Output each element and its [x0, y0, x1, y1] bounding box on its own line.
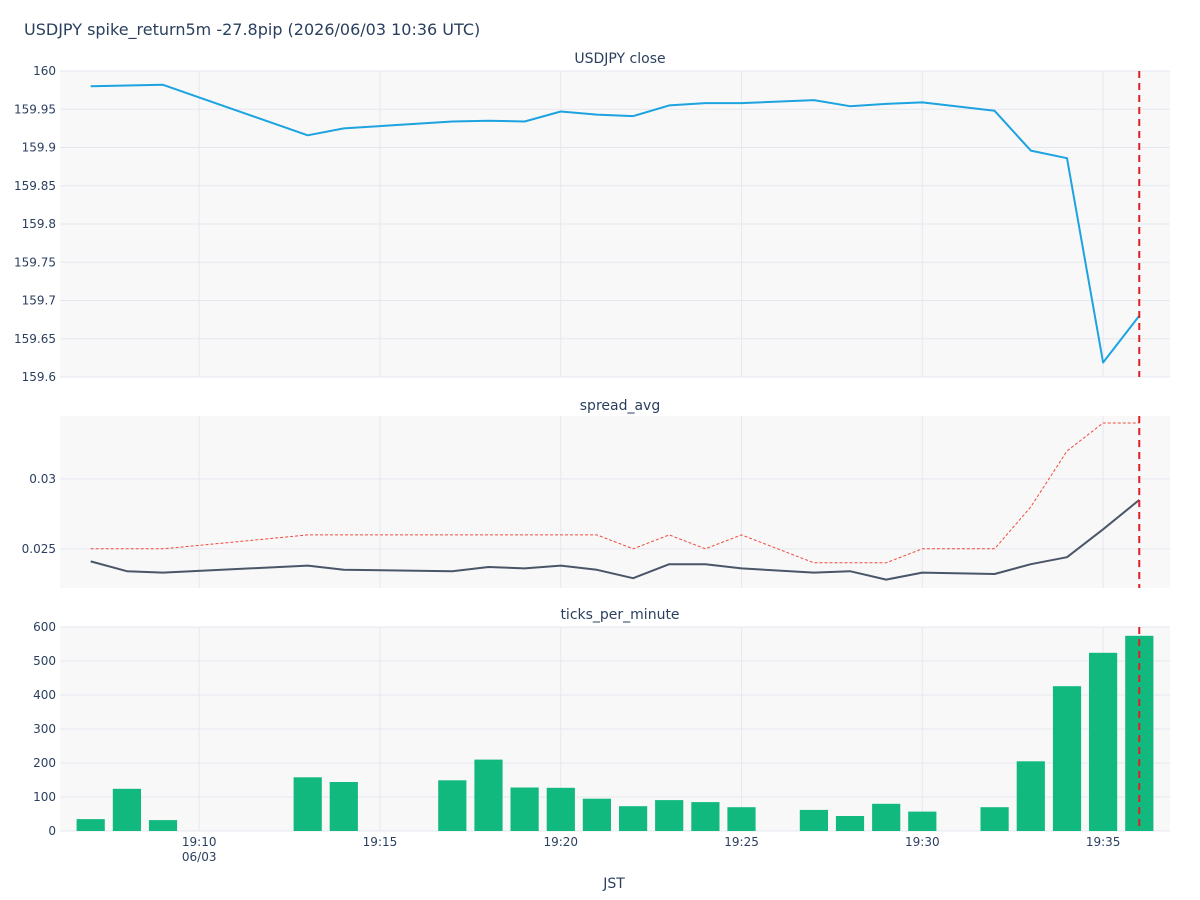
bar [872, 803, 901, 831]
y-tick-label: 159.95 [14, 102, 56, 116]
y-tick-label: 0.03 [29, 472, 56, 486]
bar [76, 819, 105, 831]
y-tick-label: 159.7 [22, 294, 56, 308]
bar [148, 820, 178, 831]
bar [474, 759, 503, 831]
bar [438, 780, 467, 831]
panel-title: ticks_per_minute [560, 607, 679, 623]
series-line-1 [90, 499, 1140, 581]
bar [510, 787, 539, 831]
y-tick-label: 500 [33, 654, 56, 668]
bar [1089, 652, 1118, 831]
bar [1052, 686, 1082, 831]
x-axis-label: JST [602, 876, 625, 892]
bar [908, 811, 937, 831]
y-tick-label: 159.75 [14, 255, 56, 269]
bar [112, 788, 141, 831]
bar [655, 800, 684, 831]
bar [1016, 761, 1045, 831]
bar [835, 816, 865, 831]
x-tick-date-label: 06/03 [182, 850, 217, 864]
x-tick-label: 19:20 [543, 835, 578, 849]
bar [546, 787, 575, 831]
bar [293, 777, 322, 831]
panel-2: 0.03 0.025 spread_avg [22, 398, 1170, 588]
y-tick-label: 200 [33, 756, 56, 770]
y-tick-label: 159.85 [14, 179, 56, 193]
bar [691, 802, 720, 831]
bar [980, 807, 1009, 831]
y-tick-label: 400 [33, 688, 56, 702]
panel-title: spread_avg [580, 398, 660, 414]
y-tick-label: 160 [33, 64, 56, 78]
y-tick-label: 159.65 [14, 332, 56, 346]
y-tick-label: 159.6 [22, 370, 56, 384]
series-line-2 [90, 422, 1140, 564]
x-tick-label: 19:30 [905, 835, 940, 849]
series-line-1 [90, 83, 1141, 364]
y-tick-label: 300 [33, 722, 56, 736]
chart-title: USDJPY spike_return5m -27.8pip (2026/06/… [24, 20, 480, 40]
x-tick-label: 19:15 [363, 835, 398, 849]
panel-background [60, 416, 1170, 588]
bar [329, 782, 358, 831]
y-tick-label: 159.8 [22, 217, 56, 231]
bar [799, 809, 828, 831]
y-tick-label: 0.025 [22, 542, 56, 556]
y-tick-label: 100 [33, 790, 56, 804]
panel-1: 160 159.95 159.9 159.85 159.8 159.75 159.7 159.… [14, 51, 1170, 384]
x-tick-label: 19:10 [182, 835, 217, 849]
panel-3: 600 500 400 300 200 100 0 ticks_per_minute 19:10… [33, 607, 1170, 864]
x-tick-label: 19:35 [1086, 835, 1121, 849]
y-tick-label: 159.9 [22, 141, 56, 155]
bar [727, 807, 756, 831]
bar [619, 806, 648, 831]
panel-title: USDJPY close [574, 51, 665, 67]
y-tick-label: 600 [33, 620, 56, 634]
y-tick-label: 0 [48, 824, 56, 838]
bar [582, 798, 611, 831]
x-tick-label: 19:25 [724, 835, 759, 849]
chart-panels: 160 159.95 159.9 159.85 159.8 159.75 159.7 159.… [14, 51, 1170, 864]
